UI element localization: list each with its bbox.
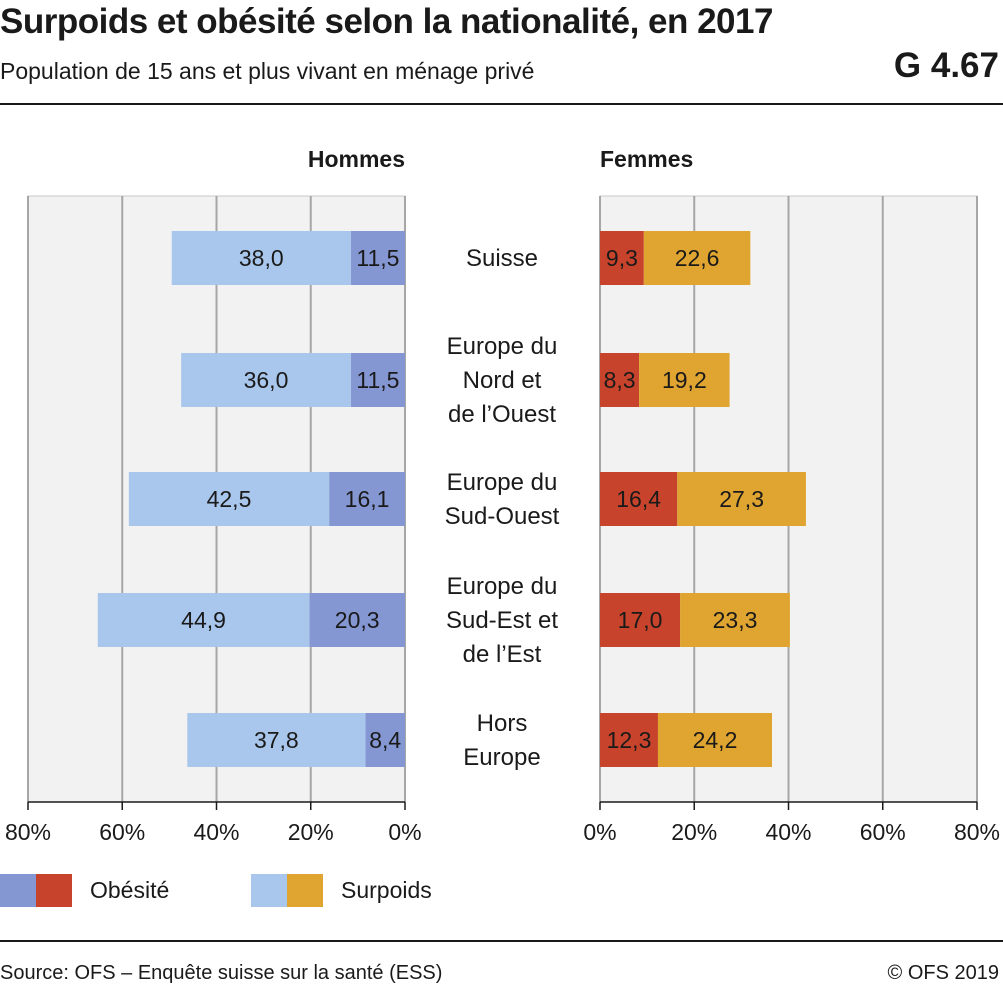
tick-label-femmes: 20% [671,819,717,845]
bar-obesite-femmes [600,472,678,526]
category-label: Sud-Ouest [445,503,560,530]
footer-divider [0,940,1003,942]
bar-surpoids-femmes [677,472,806,526]
tick-label-hommes: 60% [99,819,145,845]
bar-obesite-hommes [350,353,405,407]
data-label-surpoids-hommes: 42,5 [207,486,252,512]
data-label-obesite-hommes: 8,4 [369,727,401,753]
header-divider [0,103,1003,105]
bar-obesite-femmes [600,353,640,407]
tick-label-femmes: 80% [954,819,1000,845]
legend-label-obesite: Obésité [90,877,170,903]
bar-surpoids-hommes [181,353,351,407]
data-label-obesite-hommes: 20,3 [335,607,380,633]
bar-obesite-femmes [600,231,644,285]
data-label-surpoids-femmes: 27,3 [719,486,764,512]
legend-item-obesite: Obésité [0,874,169,907]
category-label: Europe du [447,333,558,360]
data-label-obesite-femmes: 16,4 [616,486,661,512]
tick-label-femmes: 0% [583,819,616,845]
category-label: Hors [477,710,528,737]
bar-surpoids-hommes [171,231,351,285]
category-label: Europe du [447,469,558,496]
category-label: Sud-Est et [446,607,558,634]
bar-surpoids-hommes [187,713,366,767]
bar-surpoids-hommes [128,472,330,526]
panel-title-femmes: Femmes [600,146,693,172]
data-label-obesite-hommes: 16,1 [345,486,390,512]
tick-label-femmes: 60% [860,819,906,845]
data-label-obesite-femmes: 8,3 [604,367,636,393]
bar-obesite-hommes [365,713,405,767]
chart-area: 0% 20% 40% 60% 80% Hommes 11,5 38,0 11,5 36,0 16,1… [5,146,1000,845]
legend-item-surpoids: Surpoids [251,874,432,907]
tick-label-hommes: 80% [5,819,51,845]
bar-surpoids-hommes [97,593,310,647]
tick-label-femmes: 40% [765,819,811,845]
legend-swatch-surpoids-hommes [251,874,287,907]
data-label-surpoids-hommes: 37,8 [254,727,299,753]
category-label: de l’Est [463,641,542,668]
tick-label-hommes: 0% [388,819,421,845]
category-label: Nord et [463,367,542,394]
category-label: de l’Ouest [448,401,556,428]
data-label-surpoids-femmes: 24,2 [693,727,738,753]
bar-obesite-femmes [600,713,658,767]
bar-obesite-femmes [600,593,681,647]
data-label-surpoids-femmes: 22,6 [675,245,720,271]
bar-surpoids-femmes [643,231,751,285]
bar-surpoids-femmes [680,593,790,647]
copyright: © OFS 2019 [887,962,999,984]
data-label-obesite-femmes: 17,0 [618,607,663,633]
bar-obesite-hommes [329,472,405,526]
legend-label-surpoids: Surpoids [341,877,432,903]
data-label-surpoids-femmes: 23,3 [713,607,758,633]
category-label: Suisse [466,245,538,272]
data-label-surpoids-hommes: 36,0 [244,367,289,393]
data-label-obesite-hommes: 11,5 [356,245,399,271]
bar-surpoids-femmes [639,353,730,407]
category-label: Europe du [447,573,558,600]
legend-swatch-obesite-femmes [36,874,72,907]
legend-swatch-surpoids-femmes [287,874,323,907]
chart-subtitle: Population de 15 ans et plus vivant en m… [0,58,535,84]
source-note: Source: OFS – Enquête suisse sur la sant… [0,962,443,984]
legend-swatch-obesite-hommes [0,874,36,907]
data-label-obesite-femmes: 9,3 [606,245,638,271]
data-label-obesite-hommes: 11,5 [356,367,399,393]
bar-obesite-hommes [309,593,405,647]
data-label-surpoids-hommes: 44,9 [181,607,226,633]
data-label-surpoids-femmes: 19,2 [662,367,707,393]
bar-surpoids-femmes [657,713,773,767]
data-label-surpoids-hommes: 38,0 [239,245,284,271]
category-label: Europe [463,744,540,771]
bar-obesite-hommes [350,231,405,285]
panel-title-hommes: Hommes [308,146,405,172]
figure-code: G 4.67 [893,46,999,85]
tick-label-hommes: 40% [193,819,239,845]
data-label-obesite-femmes: 12,3 [607,727,652,753]
chart-title: Surpoids et obésité selon la nationalité… [0,2,773,41]
tick-label-hommes: 20% [288,819,334,845]
